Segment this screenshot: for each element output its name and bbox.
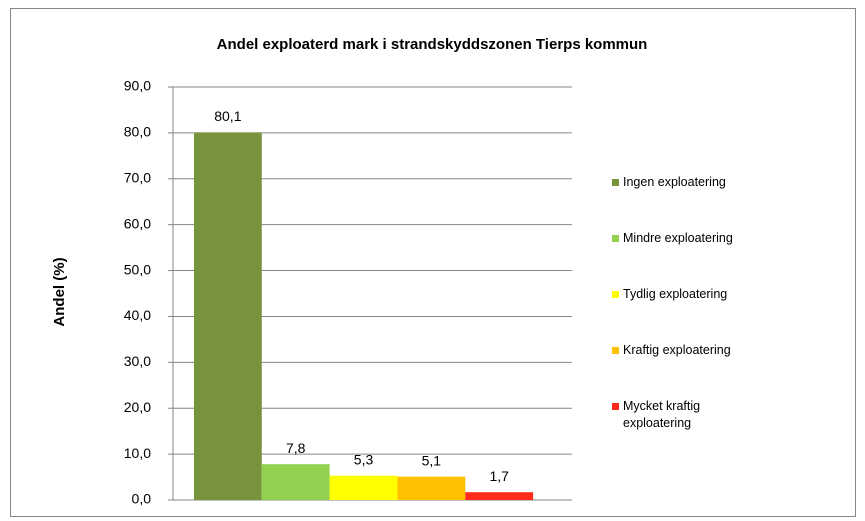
y-tick-label: 30,0: [124, 353, 151, 369]
legend-label: Ingen exploatering: [623, 175, 726, 189]
legend-label: Kraftig exploatering: [623, 343, 731, 357]
y-tick-label: 20,0: [124, 399, 151, 415]
y-tick-label: 10,0: [124, 445, 151, 461]
bar: [465, 492, 534, 500]
legend-item: Tydlig exploatering: [612, 286, 812, 342]
legend-label: Tydlig exploatering: [623, 287, 728, 301]
legend-item: Ingen exploatering: [612, 174, 812, 230]
value-label: 5,3: [354, 451, 374, 467]
value-label: 7,8: [286, 440, 306, 456]
legend-swatch: [612, 179, 619, 186]
chart-title: Andel exploaterd mark i strandskyddszone…: [217, 36, 648, 53]
y-tick-label: 80,0: [124, 124, 151, 140]
y-tick-label: 60,0: [124, 215, 151, 231]
legend-swatch: [612, 235, 619, 242]
bar: [329, 475, 398, 500]
legend-swatch: [612, 291, 619, 298]
legend-item: Kraftig exploatering: [612, 342, 812, 398]
legend-item: Mindre exploatering: [612, 230, 812, 286]
bar: [261, 464, 330, 500]
legend-swatch: [612, 403, 619, 410]
y-tick-label: 90,0: [124, 78, 151, 94]
y-tick-label: 50,0: [124, 261, 151, 277]
legend-label: Mycket kraftig exploatering: [623, 399, 701, 430]
y-tick-label: 40,0: [124, 307, 151, 323]
bar: [193, 132, 262, 500]
legend-item: Mycket kraftig exploatering: [612, 398, 812, 454]
y-tick-label: 70,0: [124, 169, 151, 185]
bar: [397, 476, 466, 500]
value-label: 5,1: [422, 452, 442, 468]
y-axis-label: Andel (%): [51, 257, 68, 326]
legend-label: Mindre exploatering: [623, 231, 733, 245]
chart-border: [10, 8, 856, 517]
legend: Ingen exploatering Mindre exploatering Tyd…: [612, 174, 812, 454]
value-label: 80,1: [214, 108, 241, 124]
legend-swatch: [612, 347, 619, 354]
y-tick-label: 0,0: [132, 491, 152, 507]
value-label: 1,7: [489, 468, 509, 484]
